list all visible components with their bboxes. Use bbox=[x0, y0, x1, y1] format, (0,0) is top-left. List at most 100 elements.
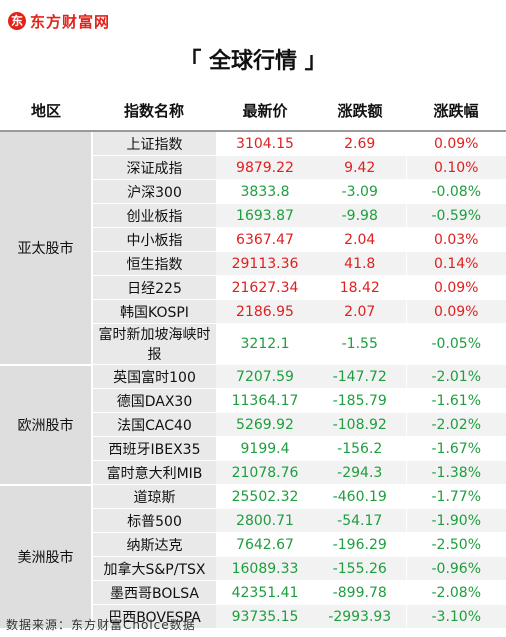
table-row: 沪深300 3833.8 -3.09 -0.08% bbox=[0, 179, 506, 204]
latest-price-cell: 16089.33 bbox=[216, 556, 314, 581]
table-row: 日经225 21627.34 18.42 0.09% bbox=[0, 275, 506, 300]
data-source-note: 数据来源：东方财富Choice数据 bbox=[6, 618, 196, 632]
change-cell: -196.29 bbox=[314, 532, 406, 557]
change-cell: -108.92 bbox=[314, 412, 406, 437]
latest-price-cell: 93735.15 bbox=[216, 604, 314, 629]
index-name-cell: 富时新加坡海峡时报 bbox=[91, 323, 216, 365]
change-pct-cell: -1.77% bbox=[405, 484, 506, 509]
table-row: 标普500 2800.71 -54.17 -1.90% bbox=[0, 508, 506, 533]
index-name-cell: 英国富时100 bbox=[91, 364, 216, 389]
latest-price-cell: 21078.76 bbox=[216, 460, 314, 485]
table-header-row: 地区 指数名称 最新价 涨跌额 涨跌幅 bbox=[0, 90, 506, 132]
header-change-pct: 涨跌幅 bbox=[406, 90, 506, 132]
global-market-table: 地区 指数名称 最新价 涨跌额 涨跌幅 亚太股市 上证指数 3104.15 2.69 0… bbox=[0, 90, 506, 630]
region-cell: 亚太股市 bbox=[0, 131, 92, 366]
change-cell: -185.79 bbox=[314, 388, 406, 413]
change-pct-cell: 0.03% bbox=[405, 227, 506, 252]
latest-price-cell: 5269.92 bbox=[216, 412, 314, 437]
index-name-cell: 法国CAC40 bbox=[91, 412, 216, 437]
index-name-cell: 上证指数 bbox=[91, 131, 216, 156]
latest-price-cell: 3833.8 bbox=[216, 179, 314, 204]
table-row: 深证成指 9879.22 9.42 0.10% bbox=[0, 155, 506, 180]
latest-price-cell: 2800.71 bbox=[216, 508, 314, 533]
table-row: 巴西BOVESPA 93735.15 -2993.93 -3.10% bbox=[0, 604, 506, 629]
latest-price-cell: 6367.47 bbox=[216, 227, 314, 252]
change-cell: -155.26 bbox=[314, 556, 406, 581]
table-row: 中小板指 6367.47 2.04 0.03% bbox=[0, 227, 506, 252]
index-name-cell: 深证成指 bbox=[91, 155, 216, 180]
latest-price-cell: 25502.32 bbox=[216, 484, 314, 509]
latest-price-cell: 42351.41 bbox=[216, 580, 314, 605]
change-cell: 2.07 bbox=[314, 299, 406, 324]
change-pct-cell: 0.09% bbox=[405, 275, 506, 300]
change-cell: -156.2 bbox=[314, 436, 406, 461]
change-pct-cell: -2.50% bbox=[405, 532, 506, 557]
change-cell: -899.78 bbox=[314, 580, 406, 605]
latest-price-cell: 11364.17 bbox=[216, 388, 314, 413]
change-cell: 2.69 bbox=[314, 131, 406, 156]
change-pct-cell: -1.38% bbox=[405, 460, 506, 485]
latest-price-cell: 29113.36 bbox=[216, 251, 314, 276]
header-region: 地区 bbox=[0, 90, 92, 132]
change-cell: -294.3 bbox=[314, 460, 406, 485]
index-name-cell: 纳斯达克 bbox=[91, 532, 216, 557]
latest-price-cell: 3104.15 bbox=[216, 131, 314, 156]
table-row: 法国CAC40 5269.92 -108.92 -2.02% bbox=[0, 412, 506, 437]
change-cell: -460.19 bbox=[314, 484, 406, 509]
table-row: 欧洲股市 英国富时100 7207.59 -147.72 -2.01% bbox=[0, 364, 506, 486]
change-cell: 18.42 bbox=[314, 275, 406, 300]
index-name-cell: 加拿大S&P/TSX bbox=[91, 556, 216, 581]
change-cell: -54.17 bbox=[314, 508, 406, 533]
table-row: 美洲股市 道琼斯 25502.32 -460.19 -1.77% bbox=[0, 484, 506, 630]
change-cell: -1.55 bbox=[314, 323, 406, 365]
change-cell: -147.72 bbox=[314, 364, 406, 389]
change-pct-cell: -0.96% bbox=[405, 556, 506, 581]
page-title: 「 全球行情 」 bbox=[179, 49, 327, 74]
change-cell: 2.04 bbox=[314, 227, 406, 252]
change-pct-cell: -0.59% bbox=[405, 203, 506, 228]
index-name-cell: 墨西哥BOLSA bbox=[91, 580, 216, 605]
region-cell: 欧洲股市 bbox=[0, 364, 92, 486]
table-row: 亚太股市 上证指数 3104.15 2.69 0.09% bbox=[0, 131, 506, 366]
index-name-cell: 恒生指数 bbox=[91, 251, 216, 276]
change-pct-cell: -2.08% bbox=[405, 580, 506, 605]
brand-logo: 东 东方财富网 bbox=[8, 8, 110, 34]
latest-price-cell: 9879.22 bbox=[216, 155, 314, 180]
index-name-cell: 标普500 bbox=[91, 508, 216, 533]
change-cell: -2993.93 bbox=[314, 604, 406, 629]
index-name-cell: 创业板指 bbox=[91, 203, 216, 228]
change-pct-cell: 0.09% bbox=[405, 299, 506, 324]
table-row: 墨西哥BOLSA 42351.41 -899.78 -2.08% bbox=[0, 580, 506, 605]
index-name-cell: 富时意大利MIB bbox=[91, 460, 216, 485]
change-pct-cell: -0.08% bbox=[405, 179, 506, 204]
index-name-cell: 道琼斯 bbox=[91, 484, 216, 509]
change-pct-cell: -3.10% bbox=[405, 604, 506, 629]
index-name-cell: 沪深300 bbox=[91, 179, 216, 204]
change-cell: -3.09 bbox=[314, 179, 406, 204]
latest-price-cell: 7642.67 bbox=[216, 532, 314, 557]
table-body: 亚太股市 上证指数 3104.15 2.69 0.09% 深证成指 9879.22 9.42 0… bbox=[0, 131, 506, 630]
index-name-cell: 韩国KOSPI bbox=[91, 299, 216, 324]
table-row: 纳斯达克 7642.67 -196.29 -2.50% bbox=[0, 532, 506, 557]
index-name-cell: 德国DAX30 bbox=[91, 388, 216, 413]
change-pct-cell: -2.01% bbox=[405, 364, 506, 389]
index-name-cell: 西班牙IBEX35 bbox=[91, 436, 216, 461]
latest-price-cell: 1693.87 bbox=[216, 203, 314, 228]
change-pct-cell: -1.61% bbox=[405, 388, 506, 413]
header-change: 涨跌额 bbox=[314, 90, 406, 132]
table-row: 富时意大利MIB 21078.76 -294.3 -1.38% bbox=[0, 460, 506, 485]
table-row: 富时新加坡海峡时报 3212.1 -1.55 -0.05% bbox=[0, 323, 506, 365]
latest-price-cell: 7207.59 bbox=[216, 364, 314, 389]
latest-price-cell: 2186.95 bbox=[216, 299, 314, 324]
top-bar: 东 东方财富网 bbox=[0, 0, 506, 40]
table-row: 德国DAX30 11364.17 -185.79 -1.61% bbox=[0, 388, 506, 413]
table-row: 西班牙IBEX35 9199.4 -156.2 -1.67% bbox=[0, 436, 506, 461]
header-latest-price: 最新价 bbox=[216, 90, 314, 132]
table-row: 创业板指 1693.87 -9.98 -0.59% bbox=[0, 203, 506, 228]
change-pct-cell: 0.09% bbox=[405, 131, 506, 156]
change-cell: 9.42 bbox=[314, 155, 406, 180]
header-index-name: 指数名称 bbox=[92, 90, 216, 132]
index-name-cell: 中小板指 bbox=[91, 227, 216, 252]
latest-price-cell: 9199.4 bbox=[216, 436, 314, 461]
table-row: 加拿大S&P/TSX 16089.33 -155.26 -0.96% bbox=[0, 556, 506, 581]
